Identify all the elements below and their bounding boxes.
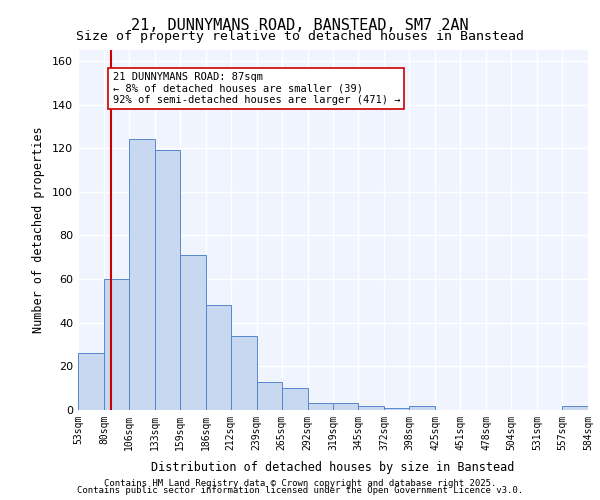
Text: Contains public sector information licensed under the Open Government Licence v3: Contains public sector information licen…	[77, 486, 523, 495]
Text: Size of property relative to detached houses in Banstead: Size of property relative to detached ho…	[76, 30, 524, 43]
Bar	[78, 354, 104, 410]
Bar	[206, 306, 231, 410]
Bar	[409, 406, 435, 410]
Bar	[308, 404, 334, 410]
Bar	[257, 382, 281, 410]
Bar	[155, 150, 180, 410]
Bar	[562, 406, 588, 410]
Bar	[358, 406, 385, 410]
Text: 21, DUNNYMANS ROAD, BANSTEAD, SM7 2AN: 21, DUNNYMANS ROAD, BANSTEAD, SM7 2AN	[131, 18, 469, 32]
Bar	[180, 255, 206, 410]
X-axis label: Distribution of detached houses by size in Banstead: Distribution of detached houses by size …	[151, 461, 515, 474]
Bar	[334, 404, 358, 410]
Bar	[385, 408, 409, 410]
Bar	[129, 140, 155, 410]
Bar	[104, 279, 129, 410]
Text: Contains HM Land Registry data © Crown copyright and database right 2025.: Contains HM Land Registry data © Crown c…	[104, 478, 496, 488]
Bar	[281, 388, 308, 410]
Y-axis label: Number of detached properties: Number of detached properties	[32, 126, 45, 334]
Bar	[231, 336, 257, 410]
Text: 21 DUNNYMANS ROAD: 87sqm
← 8% of detached houses are smaller (39)
92% of semi-de: 21 DUNNYMANS ROAD: 87sqm ← 8% of detache…	[113, 72, 400, 105]
